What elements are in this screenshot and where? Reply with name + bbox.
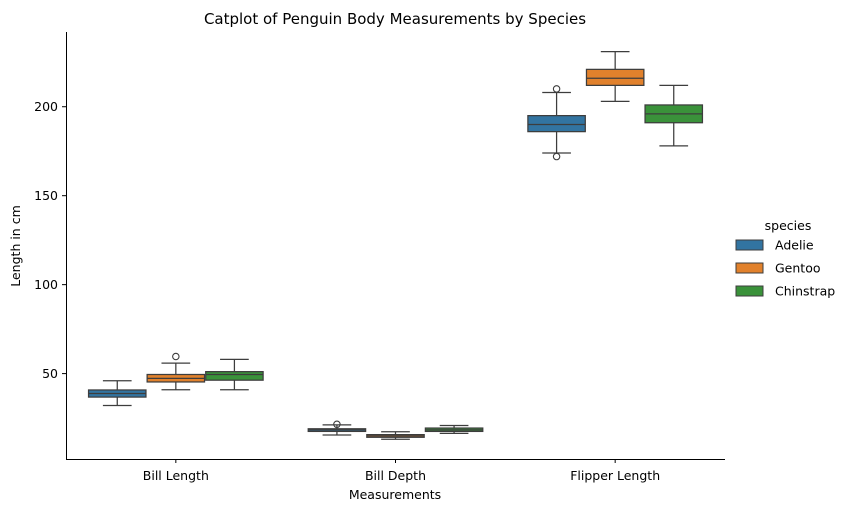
y-axis-label: Length in cm <box>8 205 23 287</box>
box-adelie-0 <box>87 380 147 407</box>
legend-label-adelie: Adelie <box>775 238 814 253</box>
box-gentoo-2 <box>585 50 645 103</box>
y-tick-label: 100 <box>34 277 58 292</box>
box-body <box>527 114 586 133</box>
legend-swatch-adelie <box>735 239 764 251</box>
box-chinstrap-1 <box>424 424 484 435</box>
outlier-point <box>552 85 561 93</box>
box-layer <box>87 50 704 440</box>
x-tick-label: Bill Length <box>143 468 209 483</box>
legend-label-gentoo: Gentoo <box>775 261 821 276</box>
y-tick-label: 200 <box>34 99 58 114</box>
box-chinstrap-2 <box>644 84 704 147</box>
legend-items: Adelie Gentoo Chinstrap <box>735 238 835 299</box>
box-chinstrap-0 <box>205 358 264 391</box>
outlier-point <box>172 352 180 361</box>
y-ticks: 50 100 150 200 <box>34 99 66 381</box>
x-tick-label: Bill Depth <box>365 468 426 483</box>
legend: species Adelie Gentoo Chinstrap <box>735 218 835 299</box>
y-tick-label: 50 <box>42 366 58 381</box>
outlier-point <box>552 152 561 161</box>
chart-title: Catplot of Penguin Body Measurements by … <box>204 10 586 28</box>
legend-title: species <box>765 218 812 233</box>
outlier-point <box>333 420 341 429</box>
axes <box>66 32 725 460</box>
box-gentoo-0 <box>146 352 206 391</box>
legend-label-chinstrap: Chinstrap <box>775 284 835 299</box>
box-adelie-1 <box>307 420 367 436</box>
box-body <box>205 371 264 381</box>
box-adelie-2 <box>527 85 586 161</box>
box-gentoo-1 <box>366 431 425 440</box>
legend-swatch-chinstrap <box>735 285 764 297</box>
x-ticks: Bill Length Bill Depth Flipper Length <box>143 459 660 483</box>
box-body <box>585 68 645 87</box>
y-tick-label: 150 <box>34 188 58 203</box>
legend-swatch-gentoo <box>735 262 764 274</box>
x-tick-label: Flipper Length <box>570 468 660 483</box>
x-axis-label: Measurements <box>349 487 441 502</box>
